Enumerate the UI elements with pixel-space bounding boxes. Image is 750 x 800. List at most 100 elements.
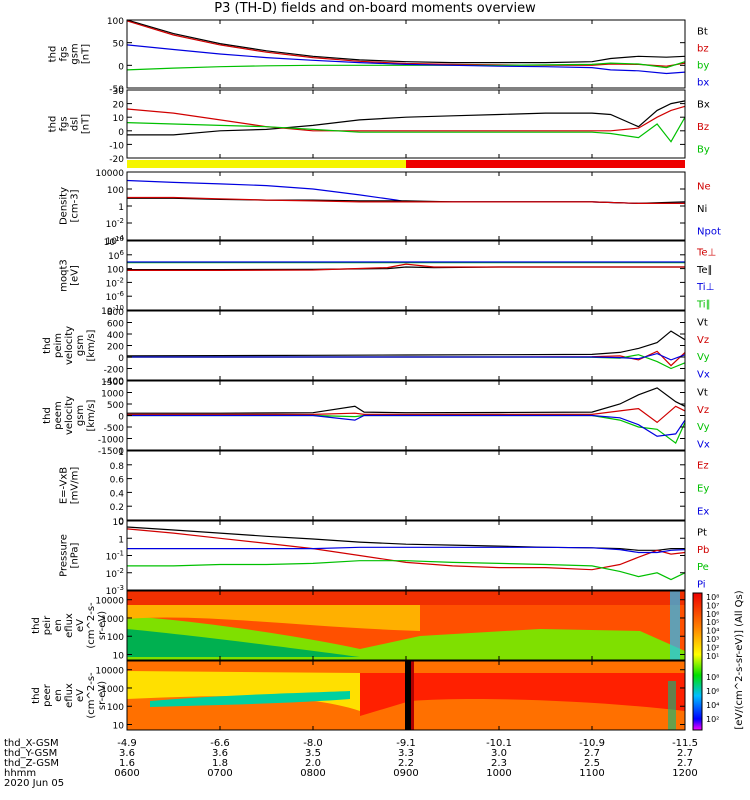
x-axis-tick-label: 3.6 — [212, 748, 228, 759]
y-axis-label-peer: peer — [42, 683, 53, 707]
legend-pressure-Pt: Pt — [697, 528, 707, 539]
y-tick-label-efield: 0.2 — [110, 503, 124, 513]
y-tick-label-pressure: 1 — [118, 535, 124, 545]
y-tick-label-fgs_dsl: -10 — [109, 141, 124, 151]
y-tick-label-fgs_total: 50 — [113, 40, 125, 50]
legend-density-Npot: Npot — [697, 227, 721, 238]
y-tick-label-fgs_dsl: 20 — [113, 101, 125, 111]
y-axis-label-peim_velocity: [km/s] — [86, 329, 97, 361]
y-tick-label-pressure: 10-3 — [106, 584, 124, 597]
colorbar-tick-label: 10⁶ — [706, 610, 719, 619]
legend-temperature-Ti∥: Ti∥ — [696, 299, 711, 310]
series-line-peem_velocity-Vz — [127, 405, 686, 424]
x-axis-tick-label: 2.2 — [398, 758, 414, 769]
x-axis-tick-label: 1000 — [486, 768, 511, 779]
series-line-pressure-Pe — [127, 560, 686, 581]
x-axis-tick-label: -10.1 — [486, 738, 512, 749]
y-tick-label-temperature: 10-10 — [101, 304, 124, 317]
y-axis-label-pressure: [nPa] — [70, 542, 81, 568]
y-tick-label-density: 10-2 — [106, 217, 124, 230]
y-tick-label-fgs_dsl: 0 — [118, 128, 124, 138]
panel-peer: 10 100 1000 10000 thd peer en eflux eV (cm^2-s-sr… — [31, 660, 686, 732]
x-axis-tick-label: -4.9 — [117, 738, 137, 749]
y-tick-label-peer: 100 — [107, 703, 124, 713]
legend-peim_velocity-Vy: Vy — [697, 352, 710, 363]
legend-temperature-Te∥: Te∥ — [696, 265, 713, 276]
panel-frame-peim_velocity — [126, 310, 686, 381]
x-axis-tick-label: -8.0 — [303, 738, 323, 749]
x-axis-row-label: hhmm — [4, 768, 36, 779]
spectrogram-cyan-region — [127, 629, 360, 657]
series-line-peim_velocity-Vt — [126, 330, 686, 357]
y-axis-label-pressure: Pressure — [59, 534, 70, 577]
series-line-fgs_dsl-Bx — [127, 100, 686, 136]
x-axis-tick-label: 2.3 — [491, 758, 507, 769]
y-tick-label-efield: 1 — [118, 448, 124, 458]
series-line-peem_velocity-Vx — [127, 414, 686, 437]
y-tick-label-peim_velocity: -200 — [104, 366, 125, 376]
legend-peim_velocity-Vt: Vt — [697, 318, 708, 329]
panel-frame-temperature — [126, 240, 686, 311]
y-tick-label-density: 1 — [118, 203, 124, 213]
series-line-pressure-Pb — [126, 528, 686, 571]
spectrogram-late-burst — [670, 591, 680, 660]
y-axis-label-peir: eV — [75, 619, 86, 632]
x-axis-tick-label: -11.5 — [672, 738, 698, 749]
colorbar-tick-label: 10⁸ — [706, 673, 719, 682]
y-axis-label-density: Density — [59, 187, 70, 225]
y-axis-label-peim_velocity: peim — [53, 333, 64, 358]
spectrogram-late-burst — [668, 681, 676, 730]
y-axis-label-peir: sr-eV) — [97, 611, 108, 640]
y-tick-label-peir: 10000 — [95, 597, 124, 607]
legend-peem_velocity-Vt: Vt — [697, 388, 708, 399]
y-axis-label-peem_velocity: velocity — [64, 396, 75, 435]
y-tick-label-fgs_total: 100 — [107, 17, 124, 27]
y-tick-label-efield: 0.8 — [110, 462, 125, 472]
y-tick-label-fgs_dsl: 30 — [113, 87, 125, 97]
legend-temperature-Te⊥: Te⊥ — [696, 248, 716, 259]
y-axis-label-peir: peir — [42, 615, 53, 635]
y-axis-label-peim_velocity: gsm — [75, 335, 86, 356]
colorbar-tick-label: 10⁴ — [706, 701, 719, 710]
series-line-fgs_total-bz — [126, 20, 686, 67]
y-axis-label-peir: en — [53, 619, 64, 632]
x-axis-tick-label: 1.8 — [212, 758, 228, 769]
colorbar-tick-label: 10¹ — [706, 652, 719, 661]
y-axis-label-temperature: moqt3 — [59, 259, 70, 292]
x-axis-tick-label: 2.5 — [584, 758, 600, 769]
x-axis-tick-label: -9.1 — [396, 738, 416, 749]
y-tick-label-fgs_dsl: -20 — [109, 155, 124, 165]
y-axis-label-peim_velocity: velocity — [64, 326, 75, 365]
y-tick-label-temperature: 106 — [108, 249, 124, 262]
colorbar-tick-label: 10² — [706, 643, 719, 652]
x-axis-tick-label: 3.0 — [491, 748, 507, 759]
legend-fgs_total-Bt: Bt — [697, 27, 708, 38]
y-tick-label-temperature: 1010 — [104, 235, 124, 248]
legend-efield-Ex: Ex — [697, 507, 709, 518]
y-tick-label-density: 10-4 — [106, 234, 125, 247]
y-axis-label-efield: [mV/m] — [70, 467, 81, 505]
series-line-peem_velocity-Vy — [127, 414, 686, 445]
legend-peim_velocity-Vz: Vz — [697, 335, 709, 346]
y-tick-label-temperature: 10-2 — [106, 276, 124, 289]
spectrogram-peer — [127, 661, 685, 730]
y-tick-label-peem_velocity: 1000 — [101, 390, 124, 400]
y-axis-label-peem_velocity: gsm — [75, 405, 86, 426]
y-axis-label-peer: eV — [75, 689, 86, 702]
y-tick-label-pressure: 10 — [113, 518, 125, 528]
y-axis-label-peim_velocity: thd — [42, 337, 53, 354]
y-tick-label-peem_velocity: 500 — [107, 401, 124, 411]
spectrogram-gap-edge — [411, 661, 414, 730]
colorbar-tick-label: 10⁵ — [706, 618, 719, 627]
panel-frame-fgs_dsl — [126, 89, 686, 159]
panel-pressure: 1 10 Pressure [nPa] Pt Pb Pe Pi — [59, 518, 709, 591]
panel-frame-efield — [126, 450, 686, 521]
x-axis-tick-label: 0600 — [114, 768, 139, 779]
y-axis-label-peer: eflux — [64, 683, 75, 708]
colorbar — [692, 592, 703, 731]
y-tick-label-efield: 0 — [118, 517, 124, 527]
y-axis-label-peem_velocity: [km/s] — [86, 399, 97, 431]
y-tick-label-pressure: 10-1 — [106, 550, 124, 563]
y-tick-label-peim_velocity: 600 — [107, 320, 124, 330]
y-tick-label-peem_velocity: -1500 — [98, 447, 124, 457]
